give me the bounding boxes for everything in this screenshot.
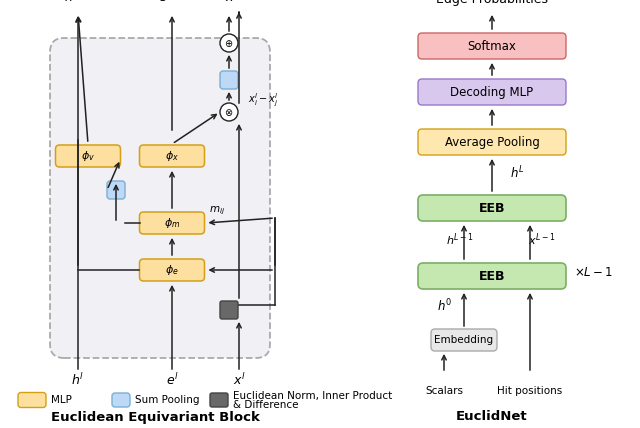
FancyBboxPatch shape xyxy=(220,71,238,89)
Text: Average Pooling: Average Pooling xyxy=(445,136,540,149)
FancyBboxPatch shape xyxy=(56,145,120,167)
Text: $\phi_v$: $\phi_v$ xyxy=(81,149,95,163)
Text: $x^l$: $x^l$ xyxy=(233,372,245,388)
FancyBboxPatch shape xyxy=(107,181,125,199)
Text: Embedding: Embedding xyxy=(435,335,493,345)
FancyBboxPatch shape xyxy=(418,79,566,105)
FancyBboxPatch shape xyxy=(112,393,130,407)
Text: $e^l$: $e^l$ xyxy=(166,372,179,388)
FancyBboxPatch shape xyxy=(140,145,205,167)
Circle shape xyxy=(220,34,238,52)
FancyBboxPatch shape xyxy=(140,212,205,234)
Text: $h^0$: $h^0$ xyxy=(437,298,452,314)
Text: $\phi_e$: $\phi_e$ xyxy=(165,263,179,277)
Text: Scalars: Scalars xyxy=(425,386,463,396)
Text: MLP: MLP xyxy=(51,395,72,405)
FancyBboxPatch shape xyxy=(220,301,238,319)
Text: Edge Probabilities: Edge Probabilities xyxy=(436,0,548,6)
Text: $h^{L-1}$: $h^{L-1}$ xyxy=(446,232,474,248)
Text: $\otimes$: $\otimes$ xyxy=(225,107,234,118)
Circle shape xyxy=(220,103,238,121)
Text: $h^L$: $h^L$ xyxy=(510,165,525,181)
Text: $\phi_x$: $\phi_x$ xyxy=(165,149,179,163)
Text: $x^{L-1}$: $x^{L-1}$ xyxy=(528,232,556,248)
Text: $h^l$: $h^l$ xyxy=(71,372,84,388)
FancyBboxPatch shape xyxy=(418,263,566,289)
FancyBboxPatch shape xyxy=(210,393,228,407)
Text: $\phi_m$: $\phi_m$ xyxy=(164,216,180,230)
FancyBboxPatch shape xyxy=(140,259,205,281)
Text: $\oplus$: $\oplus$ xyxy=(225,38,234,48)
FancyBboxPatch shape xyxy=(18,392,46,407)
Text: $x^l_i - x^l_j$: $x^l_i - x^l_j$ xyxy=(248,91,279,109)
FancyBboxPatch shape xyxy=(431,329,497,351)
Text: Sum Pooling: Sum Pooling xyxy=(135,395,200,405)
Text: Hit positions: Hit positions xyxy=(497,386,563,396)
Text: Euclidean Norm, Inner Product: Euclidean Norm, Inner Product xyxy=(233,391,392,401)
Text: Euclidean Equivariant Block: Euclidean Equivariant Block xyxy=(51,410,259,423)
Text: EuclidNet: EuclidNet xyxy=(456,410,528,423)
Text: EEB: EEB xyxy=(479,270,505,282)
Text: $h^{l-1}$: $h^{l-1}$ xyxy=(63,0,92,5)
Text: $e^{l+1}$: $e^{l+1}$ xyxy=(158,0,186,5)
Text: $\times L-1$: $\times L-1$ xyxy=(574,265,613,279)
Text: & Difference: & Difference xyxy=(233,400,298,410)
Text: Decoding MLP: Decoding MLP xyxy=(451,86,534,98)
FancyBboxPatch shape xyxy=(418,129,566,155)
FancyBboxPatch shape xyxy=(418,33,566,59)
FancyBboxPatch shape xyxy=(50,38,270,358)
FancyBboxPatch shape xyxy=(418,195,566,221)
Text: EEB: EEB xyxy=(479,202,505,214)
Text: $x^{l+1}$: $x^{l+1}$ xyxy=(225,0,253,5)
Text: $m_{ij}$: $m_{ij}$ xyxy=(209,205,225,217)
Text: Softmax: Softmax xyxy=(468,39,516,53)
